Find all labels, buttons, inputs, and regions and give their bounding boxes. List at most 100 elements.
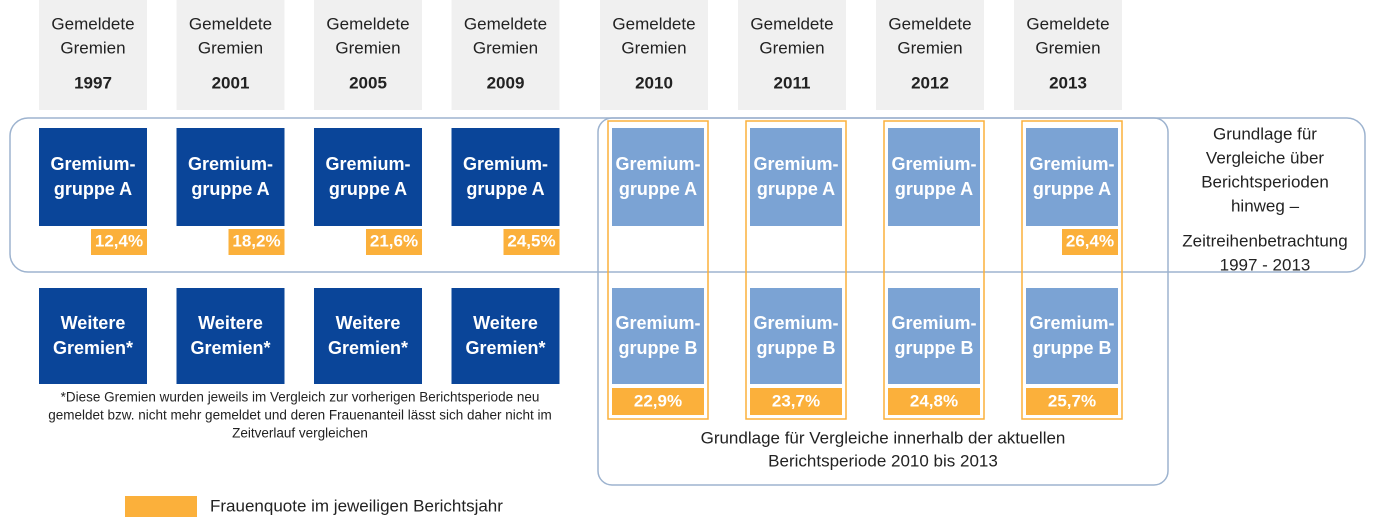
header-year: 2013 [1049,73,1087,92]
lower-box-text: Gremium- [615,313,700,333]
upper-box-text: gruppe A [54,179,132,199]
header-text: Gremien [60,38,125,57]
header-text: Gemeldete [464,14,547,33]
current-column-outline [745,120,847,420]
header-box [176,0,285,110]
lower-box-text: Gremium- [891,313,976,333]
timeseries-note: Zeitreihenbetrachtung [1182,231,1347,250]
lower-box-text: Gremien* [190,338,270,358]
upper-share: 26,4% [1066,231,1114,250]
header-year: 2012 [911,73,949,92]
header-year: 1997 [74,73,112,92]
lower-share-badge [612,388,704,415]
footnote: *Diese Gremien wurden jeweils im Verglei… [61,390,540,405]
upper-share-badge [228,229,285,255]
upper-box-text: Gremium- [50,154,135,174]
lower-box [176,288,285,384]
header-box [1014,0,1122,110]
header-box [451,0,560,110]
upper-share: 12,4% [95,231,143,250]
header-box [39,0,147,110]
header-year: 2011 [774,73,811,92]
header-text: Gremien [1035,38,1100,57]
header-text: Gremien [335,38,400,57]
lower-share: 22,9% [634,391,682,410]
upper-box-text: gruppe A [191,179,269,199]
upper-box-text: Gremium- [463,154,548,174]
lower-share: 25,7% [1048,391,1096,410]
upper-share: 21,6% [370,231,418,250]
lower-box-text: gruppe B [1033,338,1112,358]
upper-box [612,128,704,226]
upper-box-text: gruppe A [895,179,973,199]
upper-box-text: Gremium- [325,154,410,174]
header-text: Gremien [621,38,686,57]
upper-box [314,128,422,226]
lower-box [750,288,842,384]
lower-box-text: gruppe B [895,338,974,358]
upper-box-text: gruppe A [757,179,835,199]
header-box [738,0,846,110]
lower-box-text: Weitere [336,313,401,333]
lower-box-text: Weitere [198,313,263,333]
header-year: 2001 [212,73,250,92]
upper-box-text: gruppe A [466,179,544,199]
header-year: 2005 [349,73,387,92]
period-note: Berichtsperiode 2010 bis 2013 [768,451,998,470]
lower-box-text: Gremium- [1029,313,1114,333]
current-column-outline [607,120,709,420]
upper-box-text: gruppe A [619,179,697,199]
current-column-outline [1021,120,1123,420]
header-text: Gemeldete [888,14,971,33]
lower-box-text: Weitere [61,313,126,333]
header-text: Gemeldete [51,14,134,33]
timeseries-note: hinweg – [1231,196,1300,215]
upper-box-text: Gremium- [1029,154,1114,174]
lower-share-badge [1026,388,1118,415]
header-text: Gremien [473,38,538,57]
header-text: Gemeldete [612,14,695,33]
upper-box [1026,128,1118,226]
lower-box-text: Gremien* [328,338,408,358]
upper-box-text: Gremium- [753,154,838,174]
header-year: 2009 [487,73,525,92]
upper-share-badge [91,229,147,255]
header-box [314,0,422,110]
upper-box [39,128,147,226]
header-text: Gremien [759,38,824,57]
lower-share-badge [750,388,842,415]
upper-share-badge [503,229,560,255]
lower-share: 23,7% [772,391,820,410]
upper-box [888,128,980,226]
upper-box-text: gruppe A [1033,179,1111,199]
lower-box [314,288,422,384]
lower-share-badge [888,388,980,415]
lower-box [1026,288,1118,384]
upper-box [451,128,560,226]
header-box [600,0,708,110]
lower-box-text: gruppe B [757,338,836,358]
lower-box [39,288,147,384]
upper-box [176,128,285,226]
upper-box [750,128,842,226]
header-text: Gemeldete [326,14,409,33]
header-box [876,0,984,110]
lower-box-text: Gremien* [465,338,545,358]
timeseries-note: Berichtsperioden [1201,172,1329,191]
upper-box-text: gruppe A [329,179,407,199]
legend-swatch [125,496,197,517]
legend-label: Frauenquote im jeweiligen Berichtsjahr [210,496,503,515]
upper-share-badge [366,229,422,255]
lower-box-text: gruppe B [619,338,698,358]
upper-box-text: Gremium- [188,154,273,174]
timeseries-note: Vergleiche über [1206,148,1324,167]
header-text: Gemeldete [750,14,833,33]
header-text: Gremien [897,38,962,57]
lower-box [612,288,704,384]
lower-share: 24,8% [910,391,958,410]
footnote: gemeldet bzw. nicht mehr gemeldet und de… [48,408,552,423]
timeseries-note: Grundlage für [1213,124,1317,143]
upper-share: 18,2% [232,231,280,250]
upper-box-text: Gremium- [615,154,700,174]
